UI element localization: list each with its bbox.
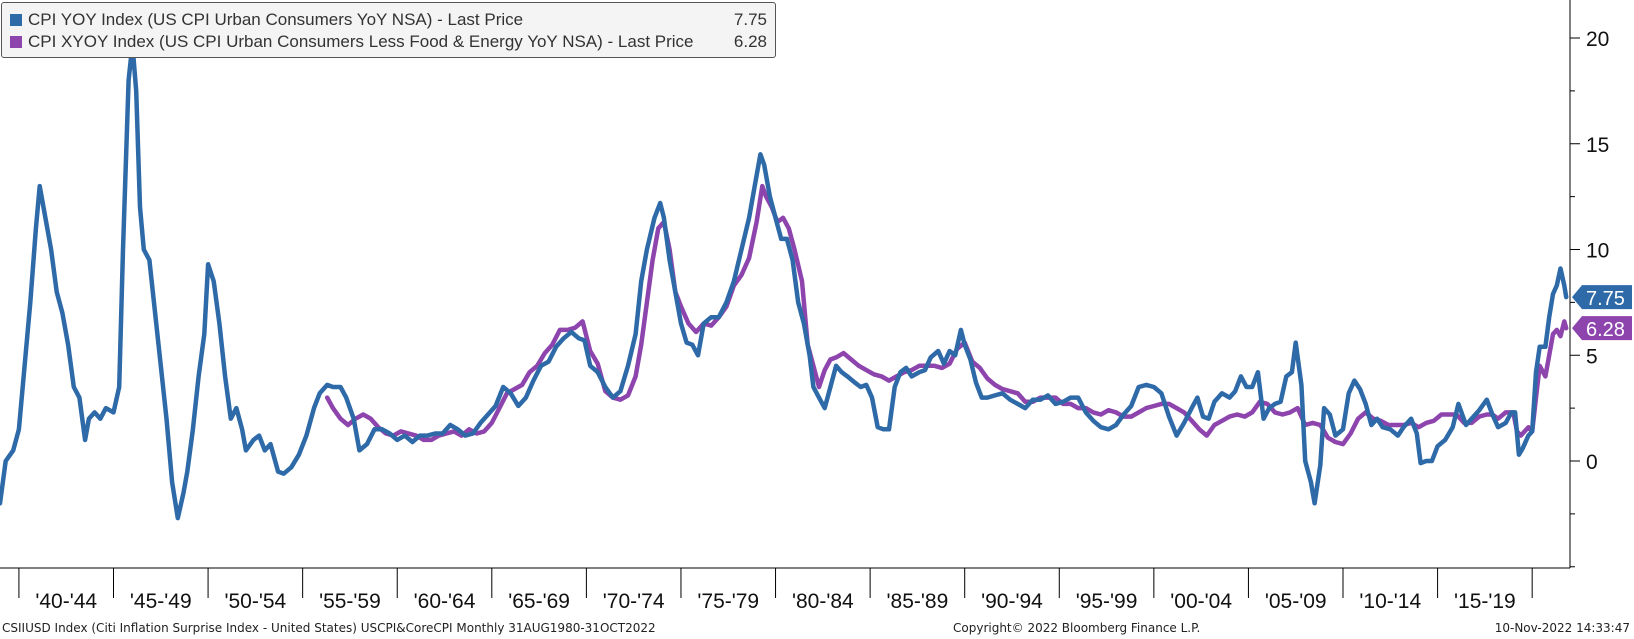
y-tick-label: 20 [1586,28,1609,51]
badge-shape [1572,316,1632,341]
badge-value: 7.75 [1586,288,1625,310]
legend-item-cpi-yoy: CPI YOY Index (US CPI Urban Consumers Yo… [10,9,767,31]
y-axis: 0 5 10 15 20 [1569,0,1609,568]
legend-label-cpi-yoy: CPI YOY Index (US CPI Urban Consumers Yo… [28,10,524,29]
x-tick-label: '80-'84 [792,590,854,613]
x-tick-label: '85-'89 [887,590,949,613]
legend-value-cpi-yoy: 7.75 [733,10,767,29]
x-axis: '40-'44 '45-'49 '50-'54 '55-'59 '60-'64 '65-'… [0,567,1570,613]
legend-item-cpi-xyoy: CPI XYOY Index (US CPI Urban Consumers L… [10,31,767,53]
last-value-badge-cpi-yoy: 7.75 [1572,285,1632,310]
x-tick-label: '90-'94 [981,590,1043,613]
x-tick-label: '45-'49 [130,590,192,613]
legend-value-cpi-xyoy: 6.28 [733,32,767,51]
plot-area [0,42,1569,521]
x-tick-label: '00-'04 [1170,590,1232,613]
x-tick-label: '75-'79 [697,590,759,613]
y-tick-label: 5 [1586,345,1598,368]
series-line-cpi-yoy [0,42,1569,521]
x-tick-label: '70-'74 [603,590,665,613]
legend-swatch-cpi-yoy [10,14,22,26]
x-tick-label: '55-'59 [319,590,381,613]
footer-source: CSIIUSD Index (Citi Inflation Surprise I… [2,621,656,635]
y-tick-label: 15 [1586,134,1609,157]
footer-timestamp: 10-Nov-2022 14:33:47 [1494,621,1630,635]
badge-value: 6.28 [1586,319,1625,341]
legend: CPI YOY Index (US CPI Urban Consumers Yo… [1,2,776,58]
badge-shape [1572,285,1632,310]
x-tick-label: '95-'99 [1076,590,1138,613]
x-tick-label: '40-'44 [35,590,97,613]
x-tick-label: '05-'09 [1265,590,1327,613]
last-value-badges: 7.75 6.28 [1572,285,1632,341]
legend-swatch-cpi-xyoy [10,36,22,48]
x-tick-label: '10-'14 [1359,590,1421,613]
legend-label-cpi-xyoy: CPI XYOY Index (US CPI Urban Consumers L… [28,32,694,51]
x-tick-label: '15-'19 [1454,590,1516,613]
last-value-badge-cpi-xyoy: 6.28 [1572,316,1632,341]
footer-copyright: Copyright© 2022 Bloomberg Finance L.P. [953,621,1201,635]
series-line-cpi-xyoy [324,183,1569,447]
y-tick-label: 0 [1586,451,1598,474]
y-tick-label: 10 [1586,240,1609,263]
x-tick-label: '65-'69 [508,590,570,613]
x-tick-label: '50-'54 [224,590,286,613]
x-tick-label: '60-'64 [414,590,476,613]
